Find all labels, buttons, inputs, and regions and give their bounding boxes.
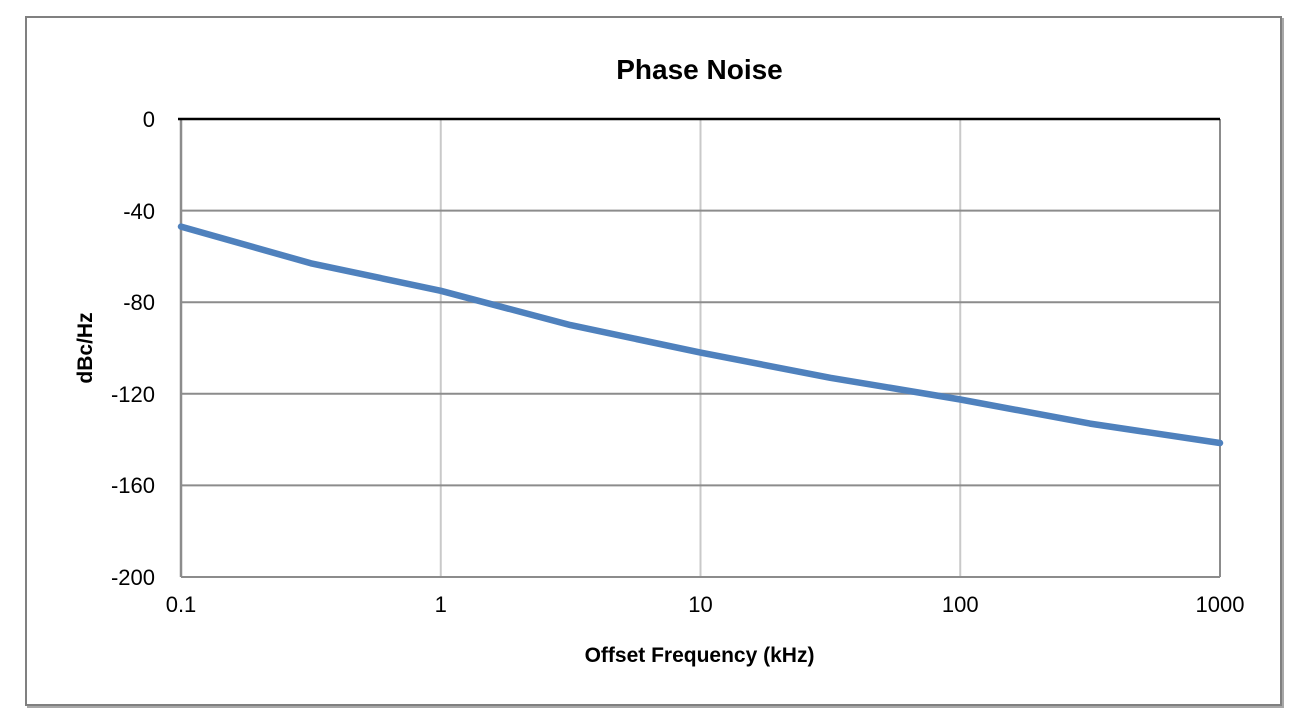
chart-frame	[25, 16, 1282, 706]
series-line-phase-noise	[177, 223, 1224, 447]
